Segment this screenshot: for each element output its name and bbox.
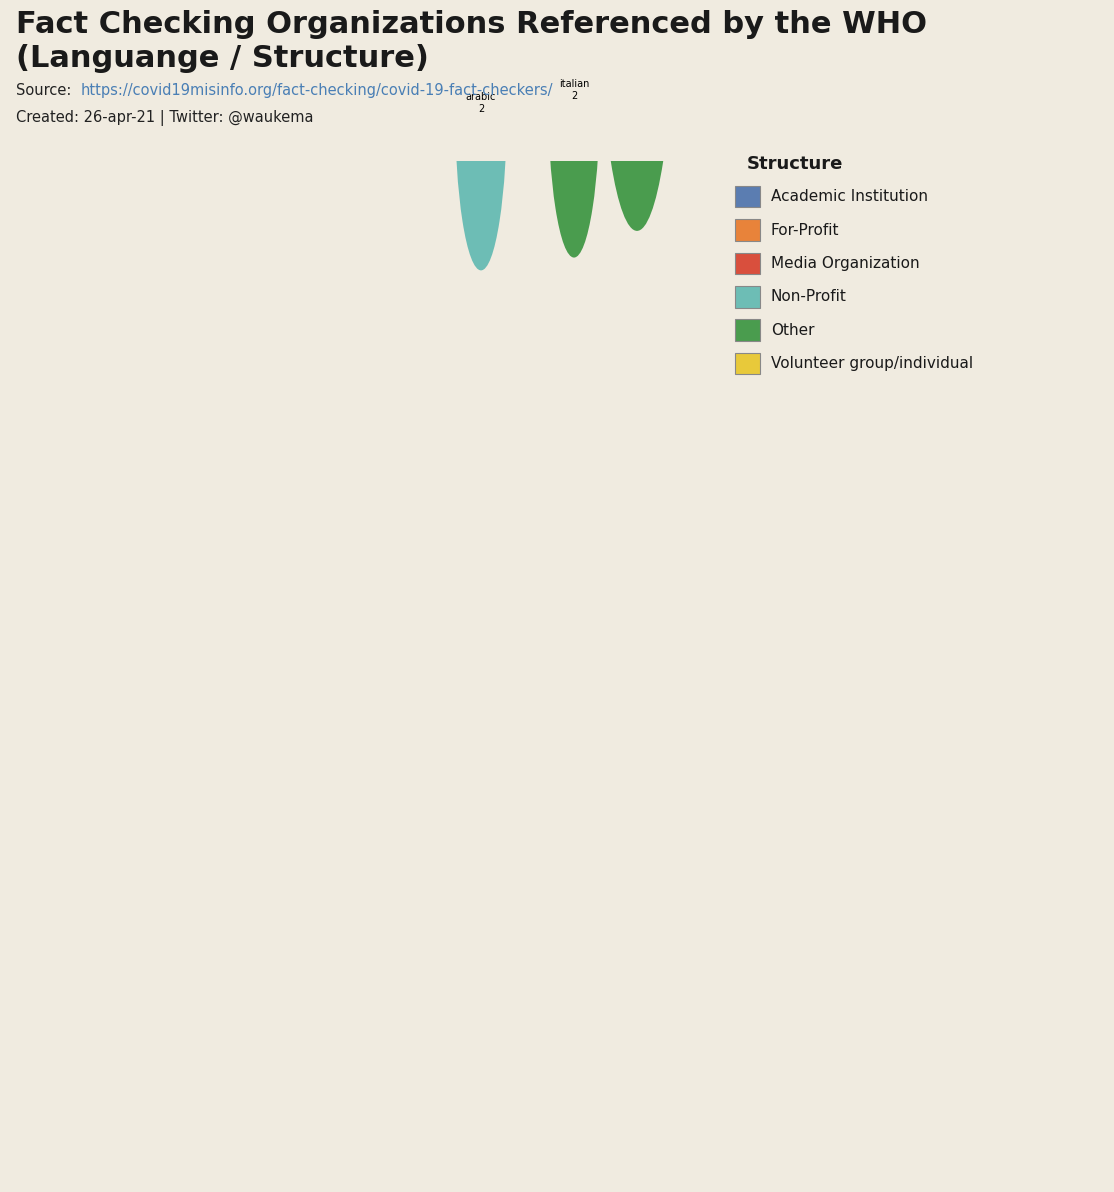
Text: Created: 26-apr-21 | Twitter: @waukema: Created: 26-apr-21 | Twitter: @waukema [16,110,313,125]
Text: Source:: Source: [16,83,76,99]
Text: Structure: Structure [746,155,843,173]
Text: Non-Profit: Non-Profit [771,290,847,304]
Text: For-Profit: For-Profit [771,223,839,237]
Circle shape [455,0,507,271]
Text: Media Organization: Media Organization [771,256,919,271]
Text: Academic Institution: Academic Institution [771,190,928,204]
Circle shape [548,0,600,257]
Circle shape [600,0,674,231]
Text: italian
2: italian 2 [559,79,589,101]
Text: Other: Other [771,323,814,337]
Text: Fact Checking Organizations Referenced by the WHO: Fact Checking Organizations Referenced b… [16,10,927,38]
Text: arabic
2: arabic 2 [466,92,496,114]
Text: Volunteer group/individual: Volunteer group/individual [771,356,973,371]
Text: https://covid19misinfo.org/fact-checking/covid-19-fact-checkers/: https://covid19misinfo.org/fact-checking… [80,83,553,99]
Text: (Languange / Structure): (Languange / Structure) [16,44,429,73]
Circle shape [375,0,458,21]
